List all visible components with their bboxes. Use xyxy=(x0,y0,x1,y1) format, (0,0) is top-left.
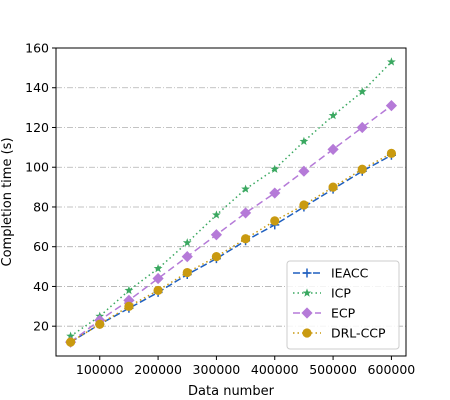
data-point-ecp xyxy=(327,143,339,155)
y-tick-label: 120 xyxy=(25,120,49,135)
data-point-icp xyxy=(153,263,163,273)
legend-item-icp: ICP xyxy=(293,286,351,301)
data-point-drl-ccp xyxy=(65,337,76,347)
x-axis-label: Data number xyxy=(188,384,275,399)
legend-marker xyxy=(302,328,312,338)
data-point-drl-ccp xyxy=(182,267,192,278)
series-ecp xyxy=(64,100,398,348)
legend-box xyxy=(286,260,400,350)
data-point-drl-ccp xyxy=(357,164,367,174)
legend-item-drl-ccp: DRL-CCP xyxy=(293,326,386,341)
data-point-icp xyxy=(328,110,338,120)
data-point-ecp xyxy=(385,100,398,112)
data-point-drl-ccp xyxy=(386,148,397,158)
legend-item-ecp: ECP xyxy=(293,306,356,321)
data-point-drl-ccp xyxy=(270,216,280,226)
data-point-icp xyxy=(270,164,280,173)
data-point-icp xyxy=(241,184,250,193)
x-tick-label: 400000 xyxy=(251,362,299,377)
x-tick-label: 600000 xyxy=(368,362,416,377)
data-point-drl-ccp xyxy=(153,285,163,296)
data-point-drl-ccp xyxy=(299,200,309,210)
data-point-drl-ccp xyxy=(240,234,251,244)
legend: IEACC ICP ECP DRL-CCP xyxy=(286,260,400,350)
data-point-ecp xyxy=(123,294,135,306)
legend-label: IEACC xyxy=(331,266,369,281)
x-tick-label: 300000 xyxy=(193,362,241,377)
legend-label: DRL-CCP xyxy=(331,326,386,341)
data-point-ecp xyxy=(181,251,193,263)
legend-marker xyxy=(302,268,312,278)
data-point-icp xyxy=(299,136,309,146)
y-tick-label: 160 xyxy=(25,41,49,56)
y-tick-label: 140 xyxy=(25,80,49,95)
legend-label: ECP xyxy=(331,306,356,321)
data-point-icp xyxy=(182,238,192,247)
data-point-ecp xyxy=(298,165,310,177)
series-line-ieacc xyxy=(70,154,392,343)
data-point-ecp xyxy=(356,121,368,134)
data-point-ecp xyxy=(152,272,164,285)
x-tick-label: 200000 xyxy=(134,362,182,377)
plot-frame xyxy=(55,47,407,357)
legend-label: ICP xyxy=(331,286,351,301)
data-point-drl-ccp xyxy=(124,301,134,311)
series-layer xyxy=(64,57,398,348)
legend-marker xyxy=(302,288,312,297)
x-tick-label: 100000 xyxy=(76,362,124,377)
axes-layer: 20 40 60 80 100 120 140 160 100000 200000 300000 40… xyxy=(25,41,415,378)
series-line-ecp xyxy=(70,105,392,343)
y-axis-label: Completion time (s) xyxy=(0,137,15,266)
data-point-ecp xyxy=(239,207,252,219)
data-point-icp xyxy=(124,285,134,295)
x-tick-label: 500000 xyxy=(309,362,357,377)
data-point-icp xyxy=(387,57,396,66)
data-point-ecp xyxy=(210,229,223,241)
data-point-icp xyxy=(212,210,221,219)
data-point-ecp xyxy=(269,187,281,199)
series-line-icp xyxy=(70,61,392,337)
y-tick-label: 60 xyxy=(33,239,49,254)
y-tick-label: 80 xyxy=(33,199,49,214)
data-point-drl-ccp xyxy=(328,182,338,192)
data-point-drl-ccp xyxy=(95,319,105,329)
data-point-icp xyxy=(66,331,75,340)
data-point-drl-ccp xyxy=(211,252,222,262)
data-point-icp xyxy=(357,87,367,96)
y-tick-label: 100 xyxy=(25,160,49,175)
y-tick-label: 40 xyxy=(33,279,49,294)
series-drl-ccp xyxy=(65,148,397,347)
y-tick-label: 20 xyxy=(33,319,49,334)
legend-item-ieacc: IEACC xyxy=(293,266,369,281)
series-line-drl-ccp xyxy=(70,152,392,343)
legend-marker xyxy=(301,307,313,319)
